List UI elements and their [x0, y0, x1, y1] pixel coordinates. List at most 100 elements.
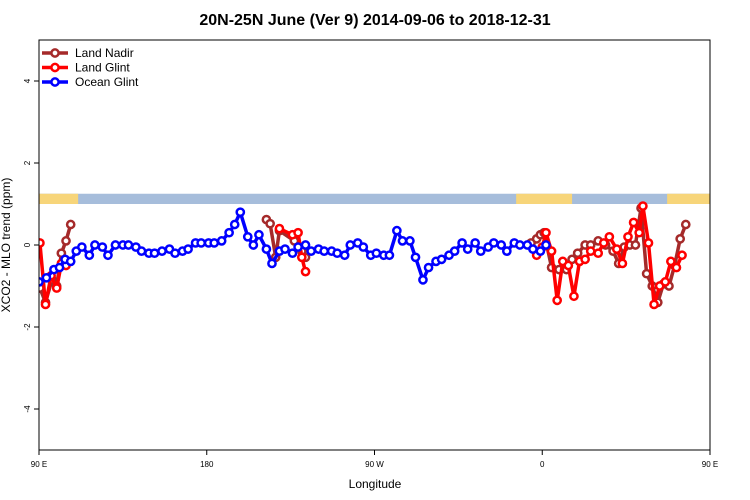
data-point-1-2-13 — [604, 231, 615, 242]
data-point-1-2-11 — [593, 248, 604, 259]
chart-title: 20N-25N June (Ver 9) 2014-09-06 to 2018-… — [199, 12, 550, 29]
plot-frame — [38, 39, 711, 451]
land-band-0 — [39, 193, 79, 204]
data-point-1-2-20 — [643, 238, 654, 248]
data-point-1-2-9 — [580, 254, 590, 265]
x-axis-label: Longitude — [349, 477, 402, 491]
x-tick-label-4: 90 E — [702, 460, 718, 469]
data-point-2-0-58 — [410, 252, 421, 263]
data-point-2-0-77 — [535, 246, 546, 256]
data-point-0-2-26 — [680, 219, 691, 230]
data-point-2-0-65 — [457, 238, 467, 248]
data-point-2-0-67 — [470, 238, 480, 248]
data-point-2-0-40 — [293, 242, 303, 252]
data-point-1-1-3 — [296, 252, 307, 263]
data-point-1-0-0 — [39, 238, 45, 248]
data-point-1-2-26 — [677, 250, 687, 261]
y-tick-label-0: -4 — [23, 405, 32, 413]
data-point-1-2-18 — [634, 227, 645, 238]
legend-marker-1 — [50, 62, 60, 73]
data-point-1-2-19 — [638, 201, 648, 211]
data-point-2-0-5 — [65, 256, 76, 267]
data-point-0-2-17 — [630, 240, 641, 250]
data-point-1-1-4 — [300, 266, 311, 277]
y-tick-label-1: -2 — [23, 323, 32, 331]
data-point-2-0-66 — [462, 244, 473, 254]
data-point-1-0-3 — [51, 283, 62, 293]
data-point-2-0-52 — [371, 248, 382, 259]
data-point-2-0-29 — [224, 227, 234, 238]
data-point-2-0-71 — [496, 240, 507, 250]
data-point-2-0-56 — [397, 236, 408, 246]
data-point-2-0-36 — [267, 258, 277, 269]
series-ocean-glint — [39, 207, 551, 287]
data-point-1-2-21 — [649, 299, 659, 310]
series-group — [39, 201, 691, 310]
data-point-1-0-1 — [40, 299, 51, 310]
data-point-2-0-32 — [242, 231, 253, 242]
data-point-2-0-42 — [306, 246, 316, 256]
data-point-2-0-3 — [54, 262, 65, 273]
data-point-2-0-72 — [501, 246, 512, 256]
data-point-1-1-0 — [274, 223, 285, 234]
data-point-2-0-8 — [84, 250, 95, 261]
legend-marker-0 — [50, 48, 60, 58]
data-point-1-2-3 — [546, 246, 557, 256]
x-tick-label-2: 90 W — [365, 460, 384, 469]
data-point-2-0-70 — [488, 238, 499, 248]
data-point-1-1-2 — [293, 227, 303, 238]
legend-label-0: Land Nadir — [75, 46, 134, 60]
data-point-1-2-16 — [623, 231, 633, 242]
data-point-2-0-76 — [528, 244, 538, 254]
data-point-2-0-57 — [405, 236, 415, 246]
data-point-2-0-68 — [475, 246, 486, 256]
data-point-2-0-44 — [319, 246, 330, 256]
data-point-1-2-24 — [666, 256, 676, 267]
y-tick-label-4: 4 — [23, 78, 32, 83]
data-point-2-0-23 — [183, 244, 193, 254]
data-point-2-0-28 — [216, 236, 227, 246]
data-point-2-0-46 — [332, 248, 343, 259]
axes: 90 E 180 90 W 0 90 E -4 -2 0 2 4 — [23, 78, 718, 469]
data-point-0-2-25 — [675, 234, 686, 244]
data-point-2-0-21 — [170, 248, 180, 259]
data-point-2-0-55 — [392, 225, 402, 236]
data-point-2-0-14 — [123, 240, 134, 250]
legend-marker-2 — [50, 77, 60, 87]
data-point-1-2-10 — [585, 246, 596, 256]
data-point-0-1-1 — [265, 218, 275, 229]
data-point-0-0-6 — [65, 219, 76, 230]
data-point-2-0-25 — [196, 238, 207, 248]
data-point-2-0-30 — [229, 219, 240, 230]
data-point-0-2-8 — [572, 248, 583, 259]
data-point-1-2-12 — [598, 238, 609, 248]
data-point-2-0-41 — [300, 240, 311, 250]
data-point-0-0-5 — [61, 236, 71, 246]
data-point-2-0-34 — [254, 229, 264, 240]
data-point-2-0-59 — [418, 275, 428, 285]
data-point-2-0-19 — [157, 246, 167, 256]
data-point-1-2-25 — [671, 262, 682, 273]
land-ocean-strip — [39, 193, 710, 204]
data-point-2-0-27 — [209, 238, 220, 248]
ocean-band — [39, 193, 710, 204]
x-tick-label-0: 90 E — [31, 460, 47, 469]
data-point-2-0-1 — [41, 272, 52, 283]
land-band-2 — [667, 193, 710, 204]
data-point-2-0-10 — [97, 242, 108, 252]
data-point-2-0-31 — [235, 207, 246, 218]
data-point-2-0-18 — [149, 248, 160, 259]
data-point-2-0-74 — [515, 240, 525, 250]
data-point-2-0-12 — [110, 240, 121, 250]
legend-label-1: Land Glint — [75, 61, 130, 75]
data-point-2-0-38 — [280, 244, 290, 254]
y-axis-label: XCO2 - MLO trend (ppm) — [0, 178, 13, 313]
data-point-1-2-4 — [552, 295, 563, 306]
data-point-2-0-11 — [103, 250, 113, 261]
data-point-2-0-64 — [449, 246, 460, 256]
y-tick-label-3: 2 — [23, 160, 32, 165]
data-point-2-0-54 — [384, 250, 395, 261]
data-point-1-2-7 — [569, 291, 579, 302]
data-point-1-2-23 — [660, 277, 671, 287]
data-point-1-2-2 — [541, 227, 551, 238]
